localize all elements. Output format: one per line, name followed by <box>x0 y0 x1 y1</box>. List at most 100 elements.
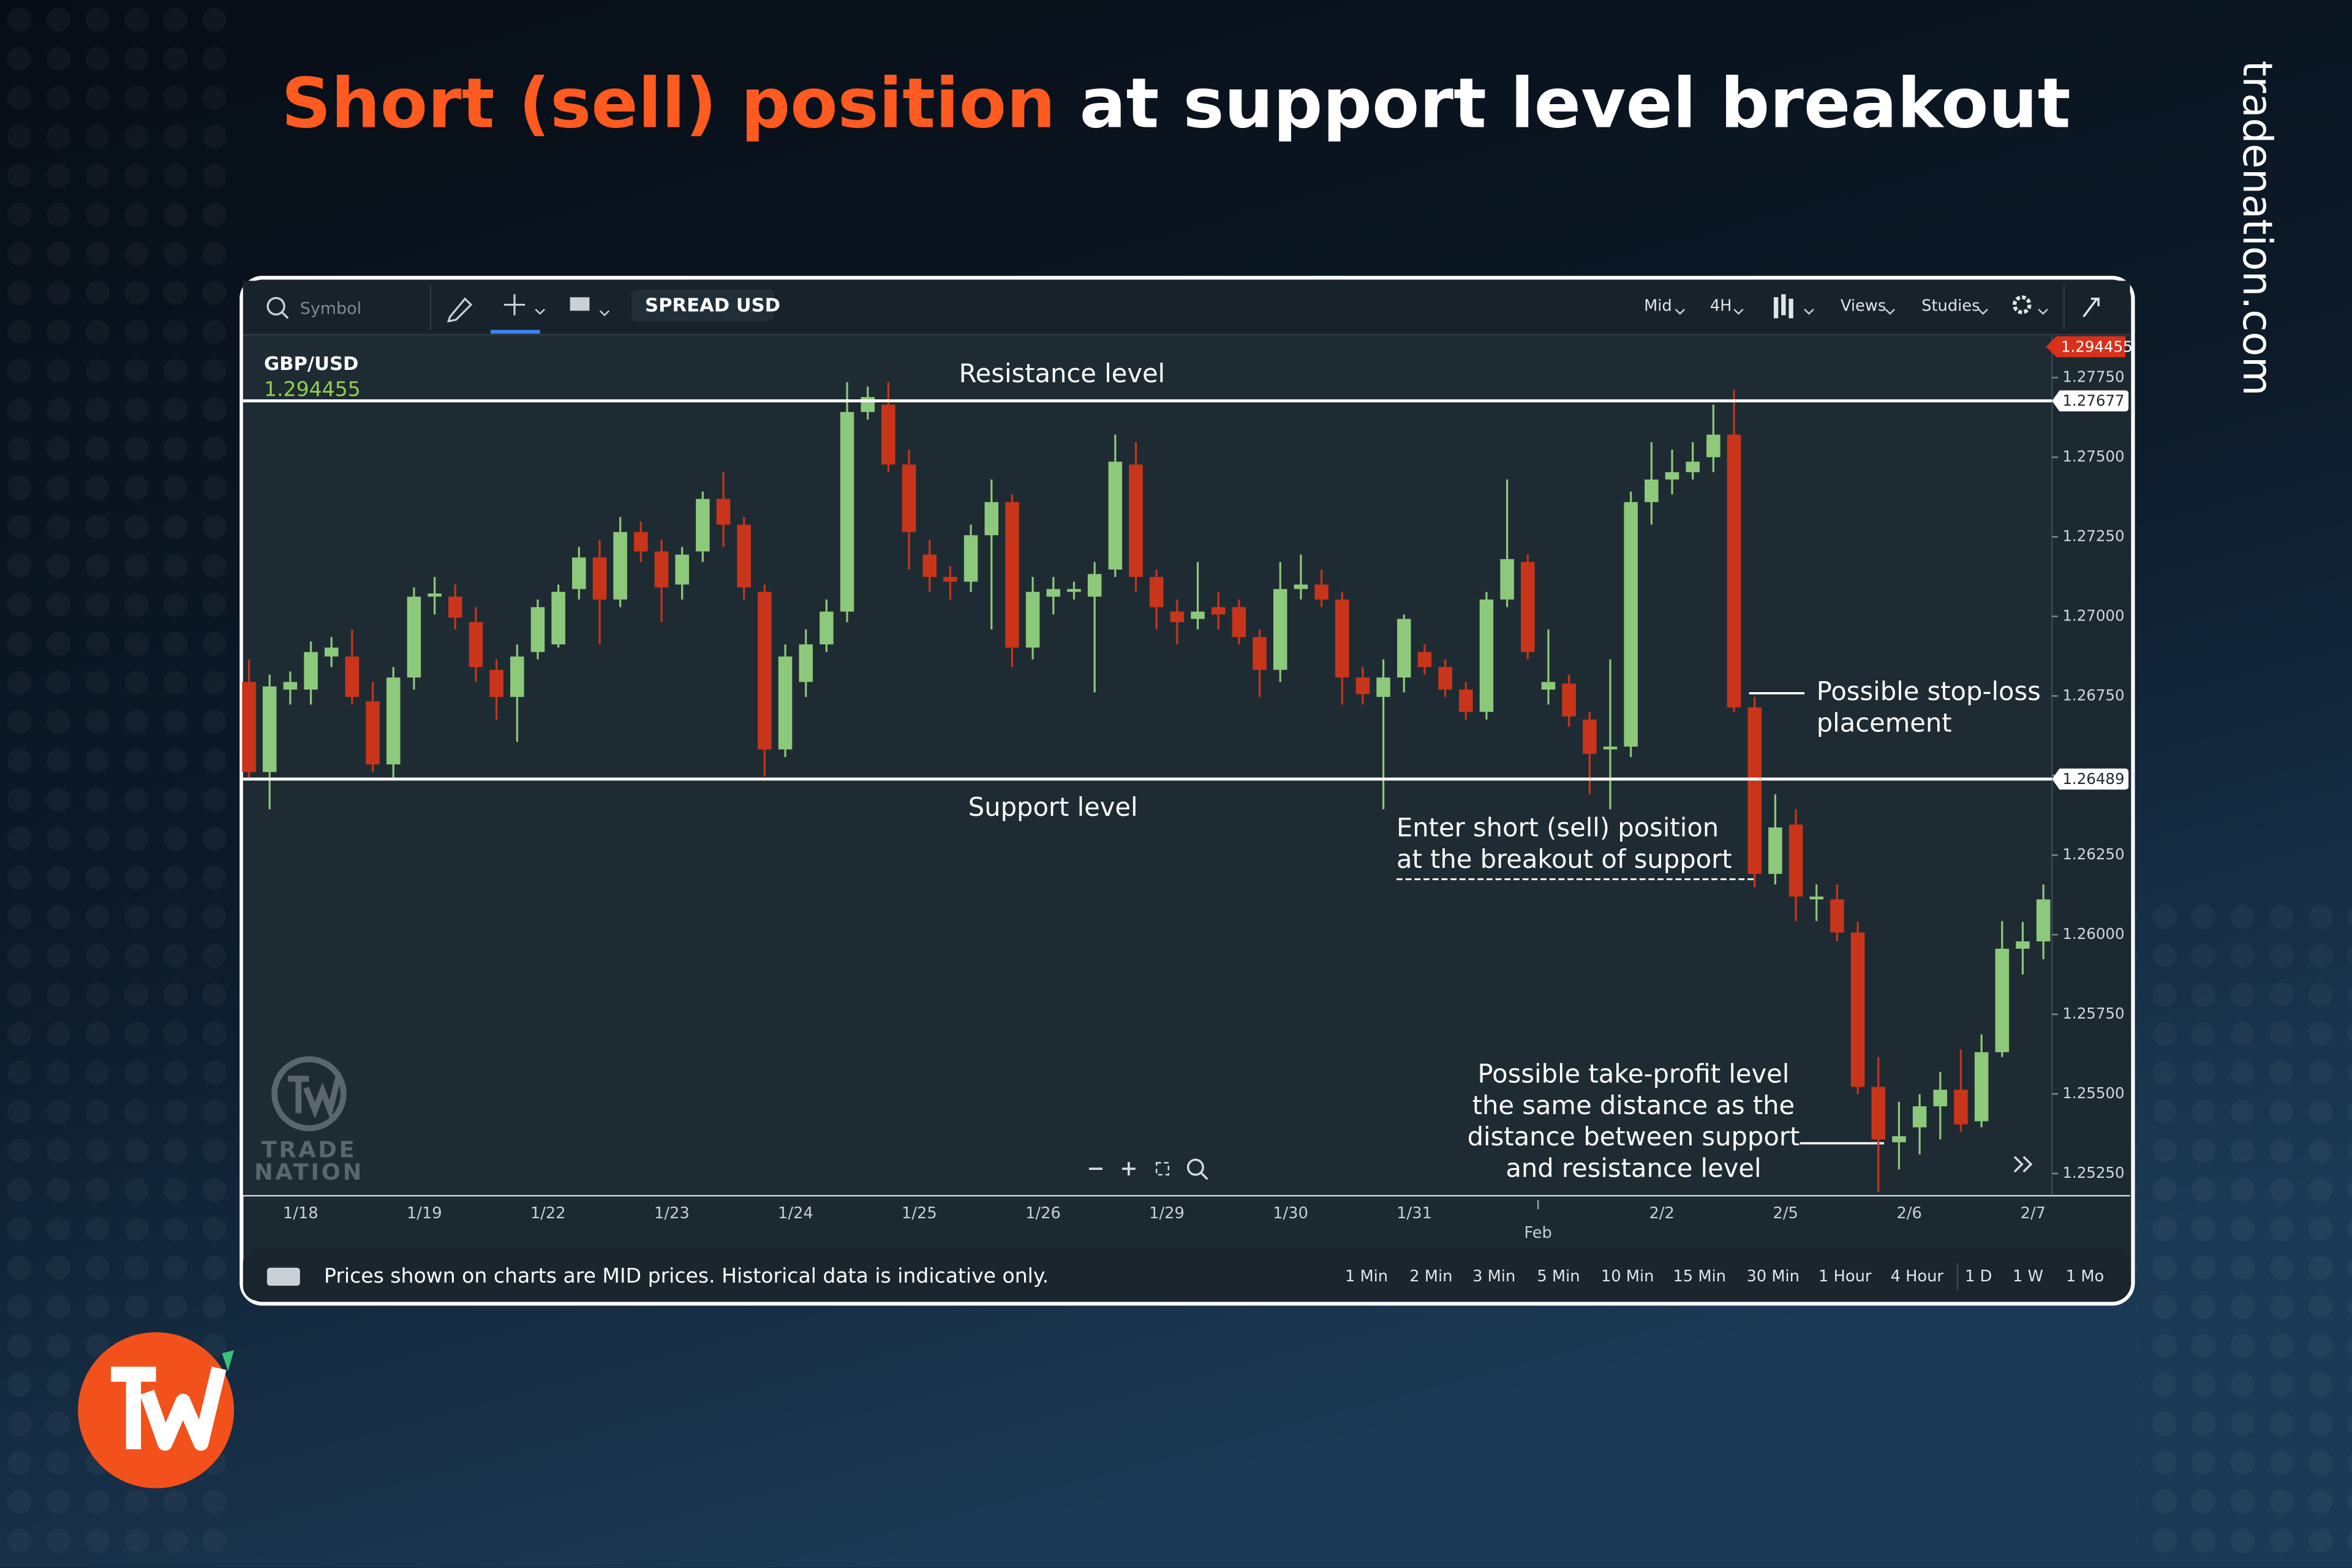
x-tick-label: 1/23 <box>654 1204 690 1223</box>
candle-body <box>1129 464 1143 577</box>
timeframe-button[interactable]: 4 Hour <box>1891 1267 1944 1286</box>
timeframe-button[interactable]: 15 Min <box>1673 1267 1726 1286</box>
level-name: Resistance level <box>959 358 1166 388</box>
dropdown-arrow <box>599 310 610 317</box>
x-tick-label: 2/2 <box>1649 1204 1674 1223</box>
timeframe-button[interactable]: 10 Min <box>1601 1267 1654 1286</box>
price-type-menu[interactable]: Mid <box>1644 296 1672 315</box>
candle-body <box>304 652 318 690</box>
popout-button[interactable] <box>2082 298 2100 318</box>
draw-tool[interactable] <box>447 297 473 323</box>
annotation: Enter short (sell) position <box>1396 813 1719 843</box>
y-tick-label: 1.25750 <box>2062 1005 2124 1022</box>
scroll-to-end[interactable] <box>2013 1156 2033 1173</box>
timeframe-button[interactable]: 1 W <box>2013 1267 2043 1286</box>
candle-body <box>1892 1136 1906 1142</box>
candle-body <box>1253 637 1267 670</box>
x-tick-label: 1/31 <box>1396 1204 1432 1223</box>
x-tick-label: 1/24 <box>778 1204 813 1223</box>
settings-button[interactable] <box>2012 295 2032 314</box>
candle-body <box>1355 677 1370 695</box>
candle-body <box>2036 899 2051 941</box>
x-tick-label: 2/5 <box>1773 1204 1798 1223</box>
candle-body <box>1583 719 1597 754</box>
x-tick-label: 1/25 <box>902 1204 937 1223</box>
views-menu[interactable]: Views <box>1841 296 1886 315</box>
zoom-controls[interactable] <box>1088 1162 1136 1176</box>
candle-body <box>1789 824 1803 897</box>
candle-body <box>1438 666 1452 690</box>
timeframe-button[interactable]: 1 Min <box>1345 1267 1388 1286</box>
candle-body <box>1459 689 1473 712</box>
symbol-search[interactable]: Symbol <box>300 299 361 318</box>
annotation: distance between support <box>1468 1121 1800 1152</box>
y-tick-label: 1.27000 <box>2062 606 2124 624</box>
x-tick-label: 1/26 <box>1025 1204 1061 1223</box>
fit-button[interactable] <box>1155 1162 1169 1176</box>
y-tick-label: 1.26750 <box>2062 686 2124 704</box>
studies-menu[interactable]: Studies <box>1921 296 1980 315</box>
dropdown-arrow <box>1675 309 1686 315</box>
toolbar <box>243 281 2130 335</box>
site-url: tradenation.com <box>2234 61 2281 396</box>
dropdown-arrow <box>1978 309 1988 315</box>
timeframe-button[interactable]: 1 Mo <box>2066 1267 2104 1286</box>
candle-body <box>510 656 524 697</box>
candle-body <box>262 686 277 772</box>
x-tick-label: 2/7 <box>2021 1204 2046 1223</box>
chart-type-menu[interactable] <box>1773 294 1793 318</box>
interval-menu[interactable]: 4H <box>1710 296 1732 315</box>
timeframe-button[interactable]: 5 Min <box>1537 1267 1580 1286</box>
candle-body <box>634 532 648 552</box>
timeframe-button[interactable]: 30 Min <box>1746 1267 1800 1286</box>
candle-body <box>1149 576 1164 608</box>
crosshair-tool[interactable] <box>503 294 526 315</box>
candle-body <box>840 412 854 612</box>
comment-tool[interactable] <box>570 297 590 311</box>
candle-body <box>1521 562 1535 652</box>
annotation: and resistance level <box>1506 1153 1761 1183</box>
candle-body <box>324 647 339 657</box>
background-dots <box>0 0 240 1568</box>
candle-body <box>1645 479 1659 502</box>
dropdown-arrow <box>1804 309 1814 315</box>
level-tag <box>2052 768 2129 790</box>
timeframe-button[interactable]: 1 Hour <box>1819 1267 1872 1286</box>
dropdown-arrow <box>2038 309 2048 315</box>
candle-body <box>1479 599 1494 712</box>
timeframe-button[interactable]: 3 Min <box>1472 1267 1515 1286</box>
candle-body <box>1624 502 1638 747</box>
candle-body <box>799 644 813 682</box>
candle-body <box>902 464 916 532</box>
zoom-search[interactable] <box>1186 1158 1204 1176</box>
candle-body <box>1025 592 1040 648</box>
candle-body <box>1005 502 1019 648</box>
level-tag-label: 1.26489 <box>2062 770 2124 788</box>
level-tag-label: 1.27677 <box>2062 392 2124 410</box>
candle-body <box>1232 607 1246 638</box>
timeframe-button[interactable]: 1 D <box>1965 1267 1992 1286</box>
x-tick-label: Feb <box>1524 1224 1552 1242</box>
candle-body <box>551 592 565 645</box>
title-rest: at support level breakout <box>1079 63 2070 144</box>
candle-body <box>1912 1106 1927 1128</box>
candle-body <box>1067 589 1081 592</box>
candle-body <box>469 622 483 667</box>
timeframe-button[interactable]: 2 Min <box>1409 1267 1452 1286</box>
watermark-logo <box>271 1056 347 1131</box>
dropdown-arrow <box>1733 309 1744 315</box>
candle-body <box>1170 611 1185 622</box>
candle-body <box>1046 589 1061 597</box>
candle-body <box>1335 599 1349 678</box>
search-icon[interactable] <box>266 296 285 316</box>
candle-body <box>1562 684 1576 717</box>
zoom-search <box>1200 1172 1208 1180</box>
annotation: Possible take-profit level <box>1478 1058 1790 1088</box>
candle-body <box>1974 1052 1989 1121</box>
candle-body <box>1954 1090 1968 1125</box>
candle-body <box>1686 461 1700 472</box>
last-price: 1.294455 <box>264 377 361 401</box>
dropdown-arrow <box>535 309 545 315</box>
background-dots <box>2136 900 2352 1568</box>
